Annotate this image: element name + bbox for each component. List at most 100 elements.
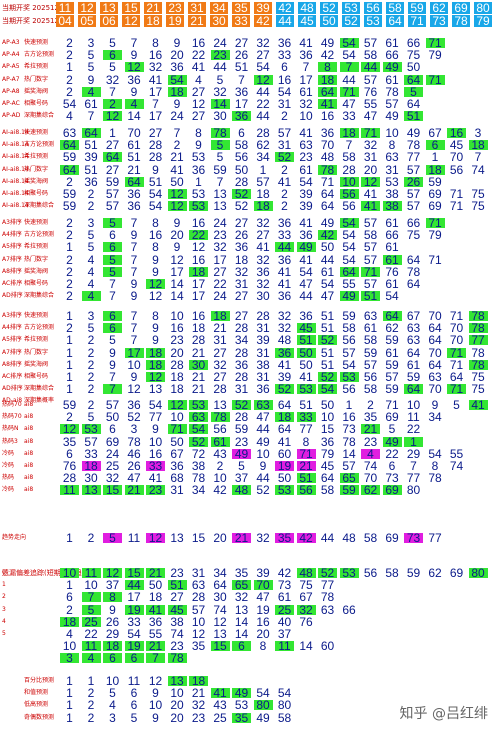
number-cell: 57 xyxy=(406,187,421,201)
header-number: 23 xyxy=(166,2,184,14)
number-cell: 39 xyxy=(299,199,313,214)
number-cell: 9 xyxy=(152,333,159,348)
row-code: 冷码 xyxy=(2,449,15,457)
number-cell: 5 xyxy=(109,60,116,75)
number-cell: 9 xyxy=(259,459,267,473)
number-cell: 2 xyxy=(66,252,73,267)
number-cell: 27 xyxy=(191,109,206,124)
number-cell: 59 xyxy=(234,422,249,437)
number-cell: 6 xyxy=(103,49,122,61)
number-cell: 35 xyxy=(275,532,294,544)
number-cell: 64 xyxy=(404,74,423,86)
number-cell: 23 xyxy=(213,228,227,243)
row-label: 3 xyxy=(2,605,58,615)
number-cell: 27 xyxy=(148,126,163,140)
number-cell: 1 xyxy=(66,382,73,397)
number-cell: 22 xyxy=(84,627,98,641)
number-cell: 7 xyxy=(130,36,138,50)
number-cell: 44 xyxy=(256,422,270,437)
number-cell: 75 xyxy=(406,48,421,63)
number-cell: 74 xyxy=(363,459,378,473)
row-code: AI-ai8.14 xyxy=(2,165,29,173)
number-cell: 52 xyxy=(275,151,294,163)
number-cell: 69 xyxy=(385,410,399,425)
number-cell: 61 xyxy=(385,240,399,255)
number-cell: 48 xyxy=(342,531,356,545)
number-cell: 24 xyxy=(213,216,227,230)
number-cell: 2 xyxy=(87,531,95,545)
number-cell: 61 xyxy=(210,436,230,448)
number-cell: 32 xyxy=(234,590,249,605)
number-cell: 69 xyxy=(428,187,442,201)
number-cell: 21 xyxy=(170,150,184,165)
row-desc: 希拉预测 xyxy=(24,336,49,344)
row-desc: ai8 xyxy=(24,401,34,408)
number-cell: 52 xyxy=(127,410,141,425)
number-cell: 69 xyxy=(105,434,120,449)
row-desc: 热门数字 xyxy=(24,255,49,263)
number-cell: 63 xyxy=(385,150,399,165)
number-cell: 7 xyxy=(103,383,122,395)
number-cell: 71 xyxy=(449,357,464,372)
number-cell: 22 xyxy=(385,446,399,461)
number-cell: 71 xyxy=(339,86,359,98)
header-number: 21 xyxy=(144,2,162,14)
number-cell: 27 xyxy=(213,370,227,384)
number-cell: 59 xyxy=(213,162,227,177)
number-cell: 14 xyxy=(210,98,230,110)
number-cell: 55 xyxy=(148,627,163,641)
row-code: 冷码 xyxy=(2,462,15,469)
number-cell: 30 xyxy=(189,359,208,371)
number-cell: 30 xyxy=(213,590,227,605)
number-cell: 12 xyxy=(213,614,227,629)
row-label: AP-AD 深期集综合 xyxy=(2,111,58,121)
number-cell: 50 xyxy=(170,434,184,449)
number-cell: 7 xyxy=(146,652,165,664)
number-cell: 57 xyxy=(406,199,421,214)
number-cell: 1 xyxy=(66,674,73,688)
number-cell: 1 xyxy=(66,60,73,75)
row-code: A4排序 xyxy=(2,324,22,332)
number-cell: 9 xyxy=(109,345,116,360)
row-desc: 摇奖海阀 xyxy=(24,360,49,368)
number-cell: 12 xyxy=(127,382,141,397)
number-cell: 6 xyxy=(130,698,138,713)
number-cell: 45 xyxy=(296,322,316,334)
number-cell: 71 xyxy=(449,309,464,323)
row-code: AC排序 xyxy=(2,280,23,287)
number-cell: 11 xyxy=(60,484,79,496)
number-cell: 10 xyxy=(60,567,79,579)
number-cell: 54 xyxy=(385,289,399,304)
number-cell: 35 xyxy=(232,712,251,724)
header-number: 34 xyxy=(210,2,228,14)
number-cell: 18 xyxy=(148,590,163,605)
number-cell: 2 xyxy=(66,277,73,291)
row-code: A3排序 xyxy=(2,312,22,319)
number-cell: 16 xyxy=(148,48,163,63)
row-desc: 相聚号码 xyxy=(24,190,49,197)
number-cell: 64 xyxy=(277,422,292,437)
row-label: AI-ai8.14深期集综合 xyxy=(2,201,58,211)
number-cell: 2 xyxy=(66,289,73,304)
number-cell: 78 xyxy=(342,434,356,449)
number-cell: 31 xyxy=(234,277,249,291)
number-cell: 3 xyxy=(109,710,116,725)
number-cell: 75 xyxy=(471,370,485,384)
number-cell: 50 xyxy=(277,471,292,486)
number-cell: 17 xyxy=(148,109,163,124)
number-cell: 59 xyxy=(406,566,421,580)
row-desc: 热门数字 xyxy=(24,348,49,356)
number-cell: 16 xyxy=(256,614,270,629)
number-cell: 10 xyxy=(320,410,335,425)
number-cell: 10 xyxy=(170,410,184,425)
number-cell: 1 xyxy=(66,698,73,713)
number-cell: 59 xyxy=(62,398,77,412)
number-cell: 5 xyxy=(87,240,95,255)
number-cell: 27 xyxy=(234,289,249,304)
number-cell: 12 xyxy=(146,278,165,290)
number-cell: 12 xyxy=(148,674,163,688)
row-label: AI-ai8.14希拉预测 xyxy=(2,152,58,162)
row-label: AI-ai8.14摇奖海阀 xyxy=(2,177,58,187)
number-cell: 59 xyxy=(385,333,399,348)
number-cell: 22 xyxy=(189,229,208,241)
